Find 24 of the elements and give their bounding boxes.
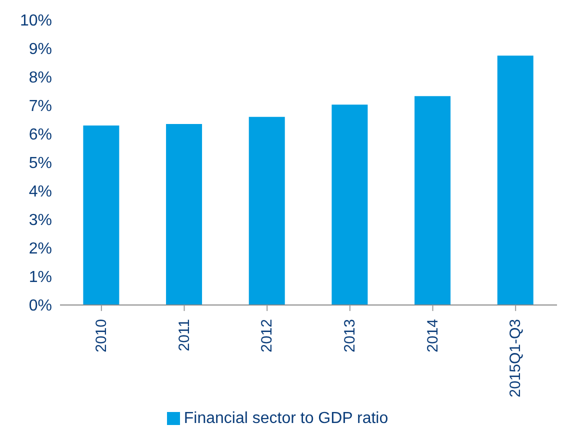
- bar: [83, 125, 120, 305]
- y-tick-label: 6%: [28, 126, 52, 144]
- y-tick-label: 0%: [28, 298, 52, 315]
- x-tick-label: 2015Q1-Q3: [507, 319, 524, 398]
- y-tick-label: 3%: [28, 212, 52, 230]
- y-tick-label: 4%: [28, 184, 52, 201]
- x-tick-label: 2011: [176, 319, 193, 352]
- y-tick-label: 9%: [28, 41, 52, 58]
- bar: [248, 116, 285, 305]
- x-tick-label: 2012: [258, 319, 276, 352]
- legend-label: Financial sector to GDP ratio: [184, 410, 388, 427]
- x-tick-label: 2014: [424, 319, 442, 352]
- y-tick-label: 8%: [28, 70, 52, 87]
- bar: [414, 96, 451, 305]
- y-tick-label: 5%: [28, 155, 52, 172]
- bar: [497, 56, 534, 305]
- y-tick-label: 1%: [28, 269, 52, 286]
- x-tick-label: 2010: [92, 319, 110, 352]
- y-tick-label: 2%: [28, 240, 52, 258]
- x-tick-label: 2013: [341, 319, 358, 352]
- bar: [166, 124, 202, 305]
- y-tick-label: 7%: [28, 98, 52, 116]
- bar: [332, 104, 368, 305]
- y-tick-label: 10%: [20, 12, 52, 30]
